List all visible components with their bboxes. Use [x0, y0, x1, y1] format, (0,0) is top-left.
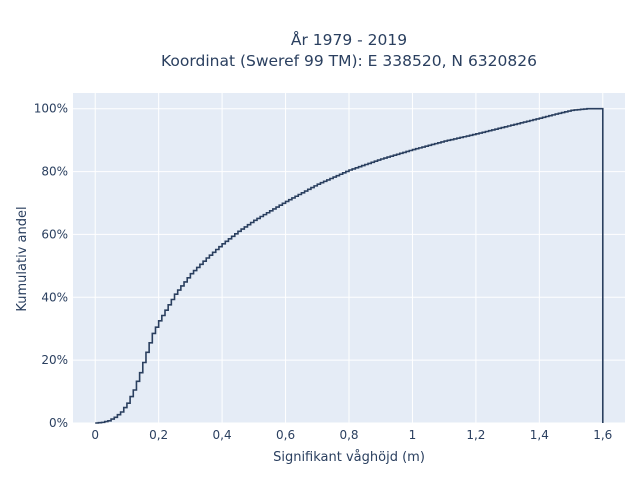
chart-title-line1: År 1979 - 2019: [291, 30, 407, 49]
y-tick-label: 80%: [41, 165, 68, 179]
cdf-step-line: [95, 107, 604, 424]
y-tick-label: 40%: [41, 290, 68, 304]
x-tick-label: 1: [409, 428, 417, 442]
x-tick-label: 1,6: [593, 428, 612, 442]
y-tick-label: 60%: [41, 227, 68, 241]
series-layer: [95, 107, 604, 424]
x-tick-label: 0: [91, 428, 99, 442]
x-tick-label: 1,4: [530, 428, 549, 442]
y-tick-label: 0%: [49, 416, 68, 430]
x-tick-label: 1,2: [466, 428, 485, 442]
y-tick-label: 20%: [41, 353, 68, 367]
x-tick-label: 0,2: [149, 428, 168, 442]
x-axis-title: Signifikant våghöjd (m): [273, 450, 425, 465]
x-tick-label: 0,6: [276, 428, 295, 442]
x-tick-label: 0,4: [213, 428, 232, 442]
y-tick-label: 100%: [34, 102, 68, 116]
y-axis-title: Kumulativ andel: [15, 206, 30, 311]
chart-title-line2: Koordinat (Sweref 99 TM): E 338520, N 63…: [161, 52, 537, 70]
tick-labels: 0 0,2 0,4 0,6 0,8 1 1,2 1,4 1,6 0% 20% 40% 60% 80% 100…: [34, 102, 613, 442]
x-tick-label: 0,8: [339, 428, 358, 442]
